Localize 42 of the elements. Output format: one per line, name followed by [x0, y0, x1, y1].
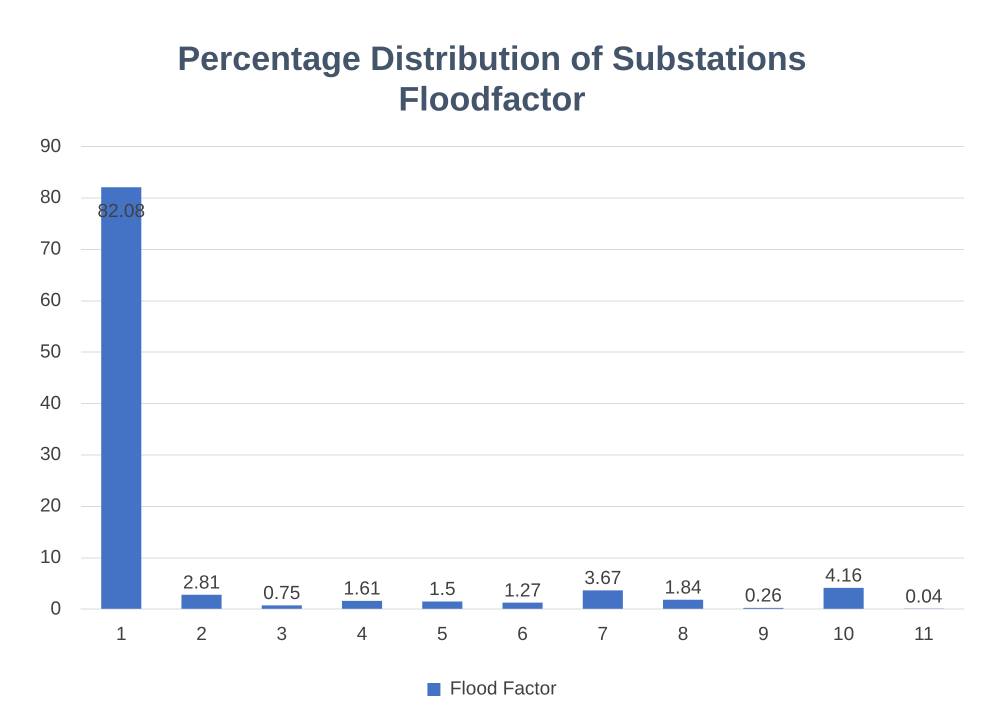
- data-label: 0.75: [263, 583, 300, 604]
- data-label: 1.61: [344, 578, 381, 600]
- bar: [824, 588, 864, 609]
- y-tick-label: 70: [40, 238, 62, 260]
- bar: [342, 600, 382, 609]
- y-tick-label: 0: [50, 598, 62, 620]
- x-tick-label: 4: [356, 624, 368, 645]
- data-label: 3.67: [584, 568, 622, 590]
- x-tick-label: 11: [914, 624, 934, 645]
- data-label: 2.81: [183, 572, 220, 594]
- bar: [663, 600, 704, 609]
- y-tick-label: 60: [40, 290, 62, 312]
- data-label: 1.5: [429, 579, 456, 600]
- y-tick-label: 40: [40, 392, 62, 414]
- bar: [422, 601, 462, 609]
- bar: [181, 594, 222, 609]
- bar: [262, 605, 302, 609]
- text: Floodfactor: [398, 80, 586, 119]
- x-tick-label: 9: [758, 624, 769, 645]
- x-tick-label: 10: [833, 624, 854, 645]
- y-tick-label: 10: [40, 547, 62, 568]
- y-tick-label: 30: [40, 444, 62, 466]
- x-tick-label: 5: [437, 624, 448, 645]
- y-tick-label: 50: [40, 341, 62, 362]
- data-label: 0.26: [744, 586, 782, 607]
- x-tick-label: 1: [116, 624, 127, 645]
- data-label: 0.04: [905, 586, 943, 608]
- bar: [582, 590, 623, 609]
- data-label: 1.27: [504, 580, 542, 602]
- data-label: 4.16: [825, 566, 862, 587]
- y-tick-label: 90: [40, 136, 62, 157]
- text: Percentage Distribution of Substations: [177, 40, 807, 78]
- x-tick-label: 3: [276, 624, 288, 645]
- bar: [502, 602, 543, 609]
- x-tick-label: 8: [678, 624, 688, 645]
- x-tick-label: 7: [598, 624, 608, 645]
- data-label: 1.84: [664, 577, 702, 598]
- x-tick-label: 2: [196, 624, 207, 645]
- x-tick-label: 6: [517, 624, 528, 645]
- y-tick-label: 20: [40, 496, 62, 517]
- legend-label: Flood Factor: [450, 678, 558, 700]
- y-tick-label: 80: [40, 187, 62, 208]
